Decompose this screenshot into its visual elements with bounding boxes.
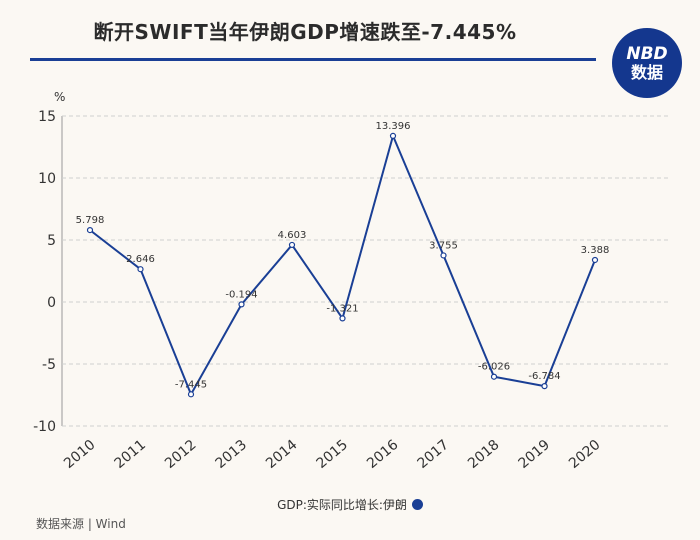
nbd-logo: NBD 数据 [612,28,682,98]
data-point [238,301,245,308]
x-tick-label: 2018 [465,437,503,472]
data-point [389,132,397,139]
legend-label: GDP:实际同比增长:伊朗 [277,498,407,512]
x-tick-label: 2019 [515,437,553,472]
x-tick-label: 2011 [111,437,149,472]
y-tick-label: 0 [47,295,56,311]
x-tick-label: 2017 [414,437,452,472]
x-tick-label: 2012 [162,437,200,472]
data-point [137,266,144,273]
data-point [591,256,599,264]
y-tick-label: 10 [38,171,56,187]
data-label: 13.396 [376,121,411,132]
y-unit-label: % [54,90,65,104]
x-tick-label: 2016 [364,437,402,472]
logo-text-nbd: NBD [626,43,668,64]
data-point [86,227,94,234]
title-underline [30,58,596,61]
data-label: -0.194 [225,289,257,300]
data-label: 2.646 [126,254,155,265]
data-source: 数据来源 | Wind [36,517,126,531]
data-point [339,315,346,322]
x-tick-label: 2020 [566,437,604,472]
data-label: 5.798 [76,215,105,226]
data-label: -6.784 [528,371,560,382]
y-tick-label: -10 [33,419,56,435]
legend-marker [411,499,423,510]
data-label: 3.755 [429,240,458,251]
data-label: -7.445 [175,379,207,390]
series-line [89,134,596,396]
x-tick-label: 2010 [61,437,99,472]
data-point [187,391,195,398]
y-tick-label: -5 [42,357,56,373]
chart-title: 断开SWIFT当年伊朗GDP增速跌至-7.445% [93,20,517,44]
data-point [288,241,296,249]
data-label: 4.603 [278,230,307,241]
data-point [440,252,447,259]
y-tick-label: 15 [38,109,56,125]
data-label: 3.388 [581,245,610,256]
data-point [490,373,498,380]
logo-text-data: 数据 [630,62,663,82]
data-label: -1.321 [326,303,358,314]
x-tick-label: 2014 [263,437,301,472]
x-tick-label: 2015 [313,437,351,472]
x-tick-label: 2013 [212,437,250,472]
data-label: -6.026 [478,362,510,373]
data-point [541,383,548,390]
y-tick-label: 5 [47,233,56,249]
legend: GDP:实际同比增长:伊朗 [0,496,700,513]
